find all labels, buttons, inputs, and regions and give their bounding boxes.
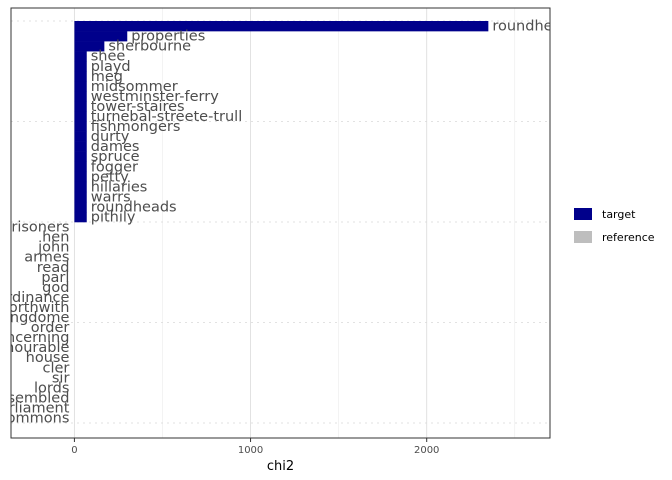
word-label: properties bbox=[131, 29, 205, 45]
bar bbox=[74, 91, 87, 102]
x-tick-label: 2000 bbox=[414, 445, 439, 456]
word-label: hillaries bbox=[91, 179, 148, 195]
bar bbox=[74, 81, 87, 92]
word-label: durty bbox=[91, 129, 130, 145]
legend-label-reference: reference bbox=[602, 231, 655, 244]
word-label: kingdome bbox=[0, 310, 69, 326]
word-labels: roundhe propertiessherbournesheeplaydmegm… bbox=[0, 19, 552, 427]
bar bbox=[74, 31, 128, 42]
word-label: shee bbox=[91, 49, 126, 65]
word-label: hen bbox=[42, 230, 69, 246]
bar bbox=[74, 191, 87, 203]
bar bbox=[74, 151, 87, 162]
bar bbox=[74, 111, 87, 122]
word-label: roundheads bbox=[91, 199, 177, 215]
bar bbox=[74, 71, 87, 82]
word-label: john bbox=[37, 240, 69, 256]
word-label: parliament bbox=[0, 400, 70, 416]
word-label: prisoners bbox=[2, 220, 69, 236]
bar-series bbox=[74, 21, 489, 223]
bar bbox=[74, 201, 87, 213]
word-label: dames bbox=[91, 139, 140, 155]
bar bbox=[74, 211, 87, 223]
legend: target reference bbox=[574, 208, 655, 244]
word-label: warrs bbox=[91, 189, 131, 205]
word-label: petty bbox=[91, 169, 129, 185]
word-label: fishmongers bbox=[91, 119, 181, 135]
word-label: ordinance bbox=[0, 290, 69, 306]
word-label: tower-staires bbox=[91, 99, 185, 115]
plot-panel-background bbox=[11, 8, 550, 438]
word-label: sherbourne bbox=[108, 39, 191, 55]
bar bbox=[74, 21, 489, 32]
word-label: lords bbox=[34, 380, 69, 396]
x-axis-title: chi2 bbox=[267, 459, 294, 474]
word-label: armes bbox=[24, 250, 69, 266]
word-label: read bbox=[37, 260, 70, 276]
legend-label-target: target bbox=[602, 208, 636, 221]
word-label: meg bbox=[91, 69, 123, 85]
word-label: concerning bbox=[0, 330, 69, 346]
word-label: commons bbox=[0, 411, 69, 427]
word-label: parl bbox=[41, 270, 69, 286]
word-label: pithily bbox=[91, 210, 136, 226]
legend-key-reference bbox=[574, 231, 592, 243]
bar bbox=[74, 141, 87, 152]
word-label: forthwith bbox=[4, 300, 70, 316]
x-tick-label: 1000 bbox=[238, 445, 263, 456]
plot-panel-border bbox=[10, 7, 551, 439]
bar bbox=[74, 61, 87, 72]
bar bbox=[74, 181, 87, 193]
word-label: midsommer bbox=[91, 79, 178, 95]
word-label: god bbox=[42, 280, 69, 296]
x-axis-ticks: 0 1000 2000 bbox=[71, 438, 439, 456]
word-label: order bbox=[31, 320, 70, 336]
bar bbox=[74, 51, 87, 62]
word-label: roundhe bbox=[492, 19, 552, 35]
bar bbox=[74, 171, 87, 183]
bar bbox=[74, 41, 105, 52]
word-label: spruce bbox=[91, 149, 140, 165]
bar bbox=[74, 131, 87, 142]
word-label: sir bbox=[52, 370, 70, 386]
word-label: house bbox=[26, 350, 70, 366]
word-label: cler bbox=[43, 360, 70, 376]
word-label: honourable bbox=[0, 340, 69, 356]
legend-key-target bbox=[574, 208, 592, 220]
word-label: playd bbox=[91, 59, 131, 75]
word-label: fogger bbox=[91, 159, 138, 175]
x-tick-label: 0 bbox=[71, 445, 77, 456]
bar bbox=[74, 121, 87, 132]
word-label: assembled bbox=[0, 390, 69, 406]
word-label: turnebal-streete-trull bbox=[91, 109, 243, 125]
word-label: westminster-ferry bbox=[91, 89, 219, 105]
bar bbox=[74, 101, 87, 112]
bar bbox=[74, 161, 87, 173]
